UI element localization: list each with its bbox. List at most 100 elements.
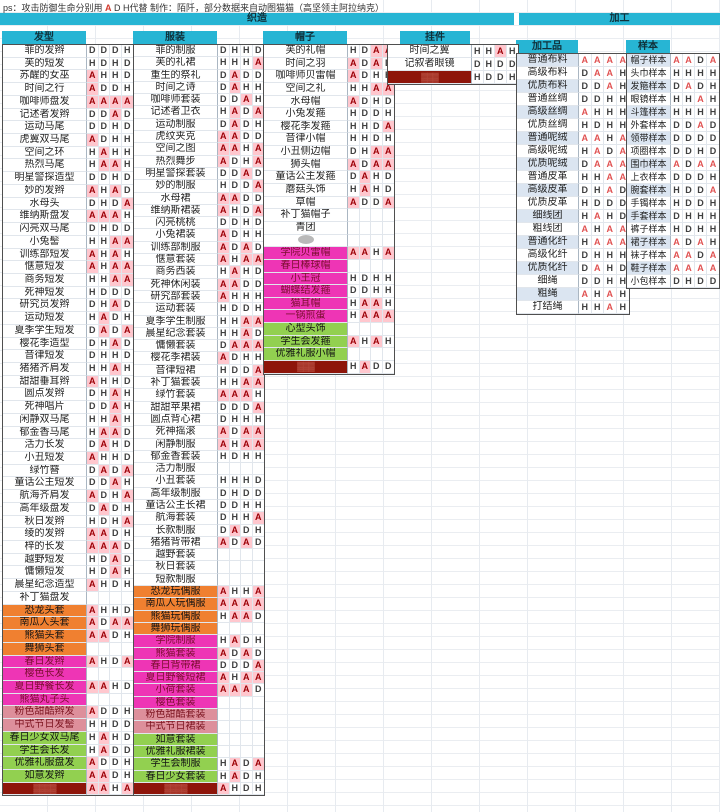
item-name-cell[interactable]: 优质化纤 — [517, 262, 579, 275]
stat-value-cell[interactable] — [382, 348, 394, 362]
stat-value-cell[interactable]: H — [579, 119, 592, 132]
stat-value-cell[interactable]: A — [359, 297, 371, 311]
stat-value-cell[interactable]: H — [121, 414, 133, 427]
stat-value-cell[interactable]: D — [229, 499, 241, 513]
item-name-cell[interactable]: 研究部套装 — [134, 290, 218, 304]
stat-value-cell[interactable]: H — [121, 210, 133, 224]
stat-value-cell[interactable] — [121, 643, 133, 656]
stat-value-cell[interactable] — [110, 668, 122, 681]
item-name-cell[interactable]: 菲的发辫 — [3, 45, 87, 58]
stat-value-cell[interactable]: D — [229, 180, 241, 193]
stat-value-cell[interactable]: A — [707, 158, 719, 171]
stat-value-cell[interactable] — [218, 549, 230, 562]
stat-value-cell[interactable]: D — [98, 566, 110, 580]
stat-value-cell[interactable]: H — [671, 197, 683, 210]
stat-value-cell[interactable]: D — [121, 427, 133, 440]
item-name-cell[interactable]: 猪猪背带裙 — [134, 536, 218, 550]
item-name-cell[interactable]: 打结绳 — [517, 301, 579, 314]
stat-value-cell[interactable]: H — [671, 93, 683, 106]
item-name-cell[interactable]: 时间之行 — [3, 83, 87, 96]
stat-value-cell[interactable]: D — [121, 452, 133, 465]
stat-value-cell[interactable]: A — [241, 377, 253, 390]
stat-value-cell[interactable]: D — [229, 352, 241, 365]
item-name-cell[interactable]: 熊猫套装 — [134, 647, 218, 660]
stat-value-cell[interactable]: A — [229, 389, 241, 402]
stat-value-cell[interactable]: D — [371, 133, 383, 147]
stat-value-cell[interactable]: A — [241, 647, 253, 660]
stat-value-cell[interactable]: H — [121, 312, 133, 325]
item-name-cell[interactable]: 小包样本 — [627, 275, 671, 288]
stat-value-cell[interactable]: A — [87, 210, 99, 224]
stat-value-cell[interactable]: H — [121, 477, 133, 491]
stat-value-cell[interactable]: D — [359, 45, 371, 58]
stat-value-cell[interactable]: A — [98, 528, 110, 542]
stat-value-cell[interactable]: H — [218, 315, 230, 328]
stat-value-cell[interactable]: A — [359, 184, 371, 197]
stat-value-cell[interactable] — [98, 668, 110, 681]
item-name-cell[interactable]: 学院制服 — [134, 635, 218, 648]
stat-value-cell[interactable] — [229, 696, 241, 710]
item-name-cell[interactable]: 手套样本 — [627, 210, 671, 223]
stat-value-cell[interactable]: H — [229, 438, 241, 451]
stat-value-cell[interactable]: D — [252, 131, 264, 144]
stat-value-cell[interactable] — [359, 209, 371, 222]
item-name-cell[interactable]: 补丁猫盘发 — [3, 591, 87, 605]
stat-value-cell[interactable]: H — [121, 579, 133, 592]
stat-value-cell[interactable]: D — [604, 197, 617, 210]
stat-value-cell[interactable]: D — [579, 249, 592, 262]
stat-value-cell[interactable]: A — [218, 586, 230, 599]
item-name-cell[interactable]: 斗篷样本 — [627, 106, 671, 119]
stat-value-cell[interactable]: H — [110, 134, 122, 147]
stat-value-cell[interactable]: A — [382, 310, 394, 324]
item-name-cell[interactable]: 妙的制服 — [134, 180, 218, 193]
stat-value-cell[interactable]: H — [252, 500, 264, 513]
stat-value-cell[interactable]: D — [695, 132, 707, 145]
stat-value-cell[interactable]: D — [110, 286, 122, 300]
stat-value-cell[interactable]: H — [218, 770, 230, 783]
stat-value-cell[interactable]: D — [229, 94, 241, 107]
stat-value-cell[interactable] — [98, 591, 110, 605]
stat-value-cell[interactable]: A — [695, 158, 707, 171]
stat-value-cell[interactable]: A — [87, 83, 99, 96]
stat-value-cell[interactable]: A — [110, 159, 122, 173]
item-name-cell[interactable]: 上衣样本 — [627, 171, 671, 184]
stat-value-cell[interactable]: H — [110, 731, 122, 745]
stat-value-cell[interactable]: D — [683, 119, 695, 132]
stat-value-cell[interactable]: H — [252, 119, 264, 132]
stat-value-cell[interactable] — [229, 721, 241, 734]
stat-value-cell[interactable]: H — [359, 133, 371, 147]
item-name-cell[interactable]: 心型头饰 — [264, 323, 348, 336]
stat-value-cell[interactable]: D — [218, 499, 230, 513]
stat-value-cell[interactable]: D — [110, 744, 122, 758]
stat-value-cell[interactable] — [241, 549, 253, 562]
stat-value-cell[interactable]: A — [671, 236, 683, 249]
stat-value-cell[interactable]: H — [98, 248, 110, 262]
stat-value-cell[interactable]: A — [218, 131, 230, 144]
stat-value-cell[interactable]: A — [671, 249, 683, 262]
stat-value-cell[interactable]: H — [252, 771, 264, 783]
item-name-cell[interactable]: 明星警探造型 — [3, 172, 87, 185]
stat-value-cell[interactable]: A — [604, 171, 617, 184]
item-name-cell[interactable]: 樱花季裙装 — [134, 352, 218, 365]
stat-value-cell[interactable]: D — [87, 502, 99, 516]
stat-value-cell[interactable]: H — [371, 95, 383, 109]
stat-value-cell[interactable]: D — [110, 223, 122, 236]
stat-value-cell[interactable]: D — [87, 121, 99, 135]
stat-value-cell[interactable]: H — [604, 93, 617, 106]
stat-value-cell[interactable]: A — [87, 490, 99, 503]
stat-value-cell[interactable]: H — [241, 45, 253, 58]
item-name-cell[interactable]: 袜子样本 — [627, 249, 671, 262]
stat-value-cell[interactable]: A — [229, 143, 241, 156]
item-name-cell[interactable]: 中式节日发髻 — [3, 719, 87, 732]
item-name-cell[interactable]: 小丑短发 — [3, 452, 87, 465]
stat-value-cell[interactable]: A — [87, 630, 99, 643]
stat-value-cell[interactable] — [348, 234, 360, 248]
item-name-cell[interactable]: 虎翼双马尾 — [3, 134, 87, 147]
stat-value-cell[interactable]: D — [121, 223, 133, 236]
stat-value-cell[interactable]: D — [87, 45, 99, 58]
stat-value-cell[interactable]: D — [591, 80, 604, 93]
stat-value-cell[interactable] — [229, 709, 241, 722]
stat-value-cell[interactable]: A — [98, 439, 110, 452]
stat-value-cell[interactable]: H — [382, 273, 394, 286]
stat-value-cell[interactable]: D — [359, 57, 371, 71]
